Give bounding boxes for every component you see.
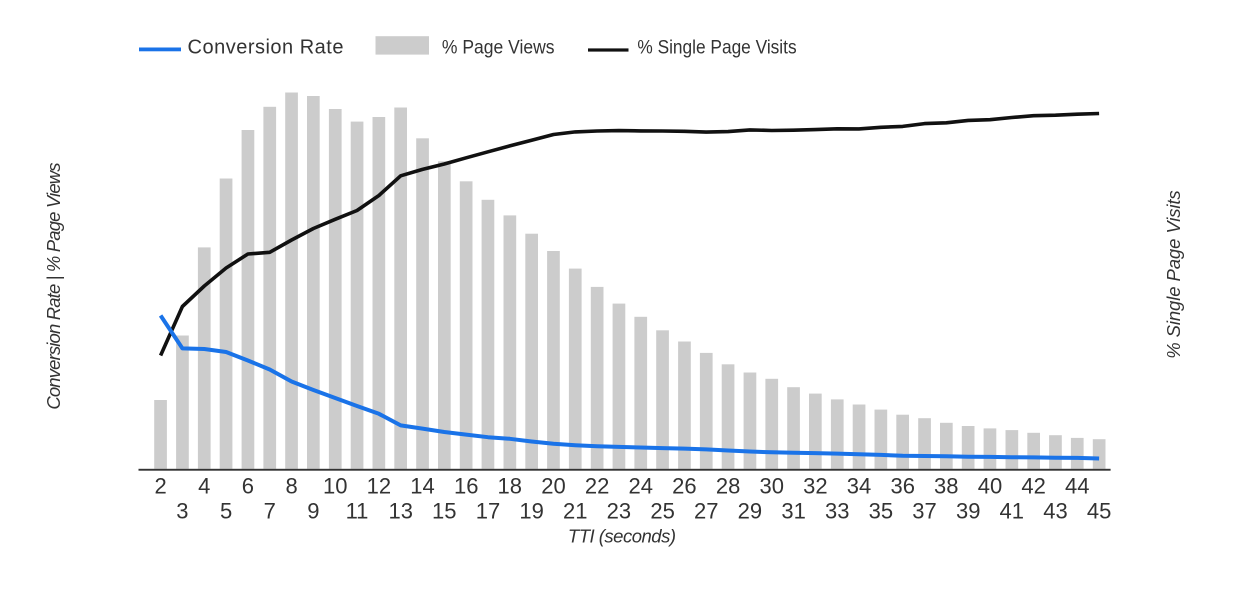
svg-text:16: 16 xyxy=(454,474,478,499)
svg-text:6: 6 xyxy=(242,474,254,499)
svg-text:2: 2 xyxy=(154,474,166,499)
svg-text:17: 17 xyxy=(476,499,500,524)
svg-text:35: 35 xyxy=(869,499,893,524)
svg-text:4: 4 xyxy=(198,474,210,499)
svg-text:40: 40 xyxy=(978,474,1002,499)
svg-text:TTI (seconds): TTI (seconds) xyxy=(568,525,676,546)
svg-text:5: 5 xyxy=(220,499,232,524)
svg-text:41: 41 xyxy=(1000,499,1024,524)
svg-text:28: 28 xyxy=(716,474,740,499)
svg-text:14: 14 xyxy=(410,474,434,499)
svg-text:20: 20 xyxy=(541,474,565,499)
svg-text:% Single Page Visits: % Single Page Visits xyxy=(1163,190,1184,358)
svg-text:22: 22 xyxy=(585,474,609,499)
svg-text:42: 42 xyxy=(1021,474,1045,499)
svg-text:% Page Views: % Page Views xyxy=(442,37,555,59)
svg-text:12: 12 xyxy=(367,474,391,499)
svg-text:18: 18 xyxy=(498,474,522,499)
svg-text:38: 38 xyxy=(934,474,958,499)
svg-text:% Single Page Visits: % Single Page Visits xyxy=(637,37,796,59)
svg-text:25: 25 xyxy=(650,499,674,524)
svg-text:26: 26 xyxy=(672,474,696,499)
svg-text:32: 32 xyxy=(803,474,827,499)
svg-text:9: 9 xyxy=(307,499,319,524)
svg-text:23: 23 xyxy=(607,499,631,524)
svg-text:29: 29 xyxy=(738,499,762,524)
svg-text:33: 33 xyxy=(825,499,849,524)
svg-text:37: 37 xyxy=(912,499,936,524)
svg-text:44: 44 xyxy=(1065,474,1089,499)
svg-text:11: 11 xyxy=(346,499,369,524)
svg-text:39: 39 xyxy=(956,499,980,524)
svg-text:7: 7 xyxy=(264,499,276,524)
svg-text:13: 13 xyxy=(388,499,412,524)
svg-text:31: 31 xyxy=(781,499,805,524)
svg-text:Conversion Rate: Conversion Rate xyxy=(188,37,344,59)
svg-text:Conversion Rate | % Page Views: Conversion Rate | % Page Views xyxy=(43,163,64,410)
svg-text:45: 45 xyxy=(1087,499,1111,524)
svg-text:19: 19 xyxy=(519,499,543,524)
svg-text:36: 36 xyxy=(890,474,914,499)
svg-text:3: 3 xyxy=(176,499,188,524)
svg-text:8: 8 xyxy=(285,474,297,499)
svg-text:27: 27 xyxy=(694,499,718,524)
svg-text:15: 15 xyxy=(432,499,456,524)
svg-text:10: 10 xyxy=(323,474,347,499)
svg-text:30: 30 xyxy=(759,474,783,499)
svg-text:34: 34 xyxy=(847,474,871,499)
svg-text:21: 21 xyxy=(563,499,587,524)
svg-text:43: 43 xyxy=(1043,499,1067,524)
svg-text:24: 24 xyxy=(629,474,653,499)
